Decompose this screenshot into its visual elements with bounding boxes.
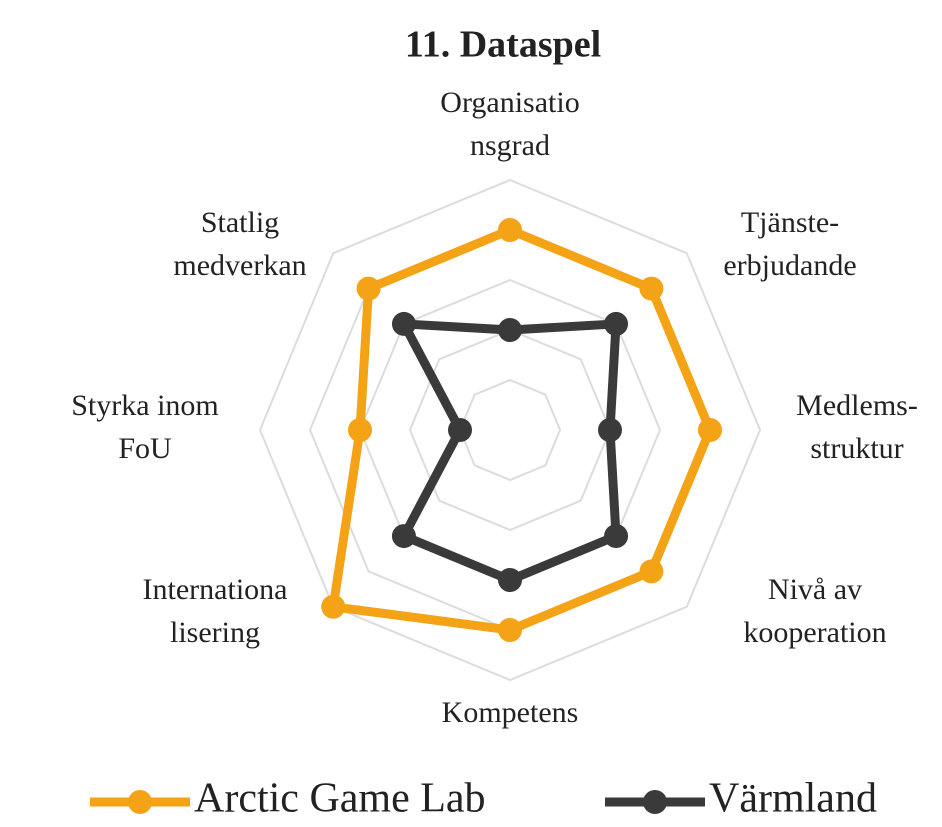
- grid-ring: [258, 178, 762, 682]
- legend-marker: [643, 790, 667, 814]
- legend-marker: [128, 790, 152, 814]
- point: [498, 618, 522, 642]
- point: [321, 594, 346, 619]
- axis-label: Medlems-: [796, 389, 918, 422]
- point: [498, 318, 522, 342]
- point: [639, 276, 664, 301]
- point: [639, 559, 664, 584]
- axis-label: Nivå av: [768, 573, 862, 606]
- axis-label: erbjudande: [723, 249, 856, 282]
- point: [698, 418, 722, 442]
- axis-label: lisering: [170, 616, 260, 649]
- axis-label: Kompetens: [442, 696, 579, 729]
- point: [604, 524, 629, 549]
- grid-ring: [408, 328, 612, 532]
- point: [391, 524, 416, 549]
- point: [498, 568, 522, 592]
- series-line: [399, 319, 621, 585]
- legend-label: Arctic Game Lab: [194, 776, 486, 822]
- axis-label: kooperation: [743, 616, 886, 649]
- axis-label: Organisatio: [440, 86, 579, 119]
- chart-title: 11. Dataspel: [405, 24, 601, 66]
- axis-label: Statlig: [201, 206, 279, 239]
- axis-label: medverkan: [173, 249, 306, 282]
- grid-ring: [458, 378, 562, 482]
- point: [598, 418, 622, 442]
- axis-label: Tjänste-: [741, 206, 839, 239]
- legend-label: Värmland: [709, 776, 877, 822]
- point: [498, 218, 522, 242]
- point: [356, 276, 381, 301]
- axis-label: Internationa: [143, 573, 288, 606]
- point: [391, 311, 416, 336]
- axis-label: nsgrad: [470, 129, 550, 162]
- point: [604, 311, 629, 336]
- axis-label: Styrka inom: [71, 389, 219, 422]
- point: [448, 418, 472, 442]
- axis-label: FoU: [118, 432, 172, 465]
- axis-label: struktur: [810, 432, 903, 465]
- point: [348, 418, 372, 442]
